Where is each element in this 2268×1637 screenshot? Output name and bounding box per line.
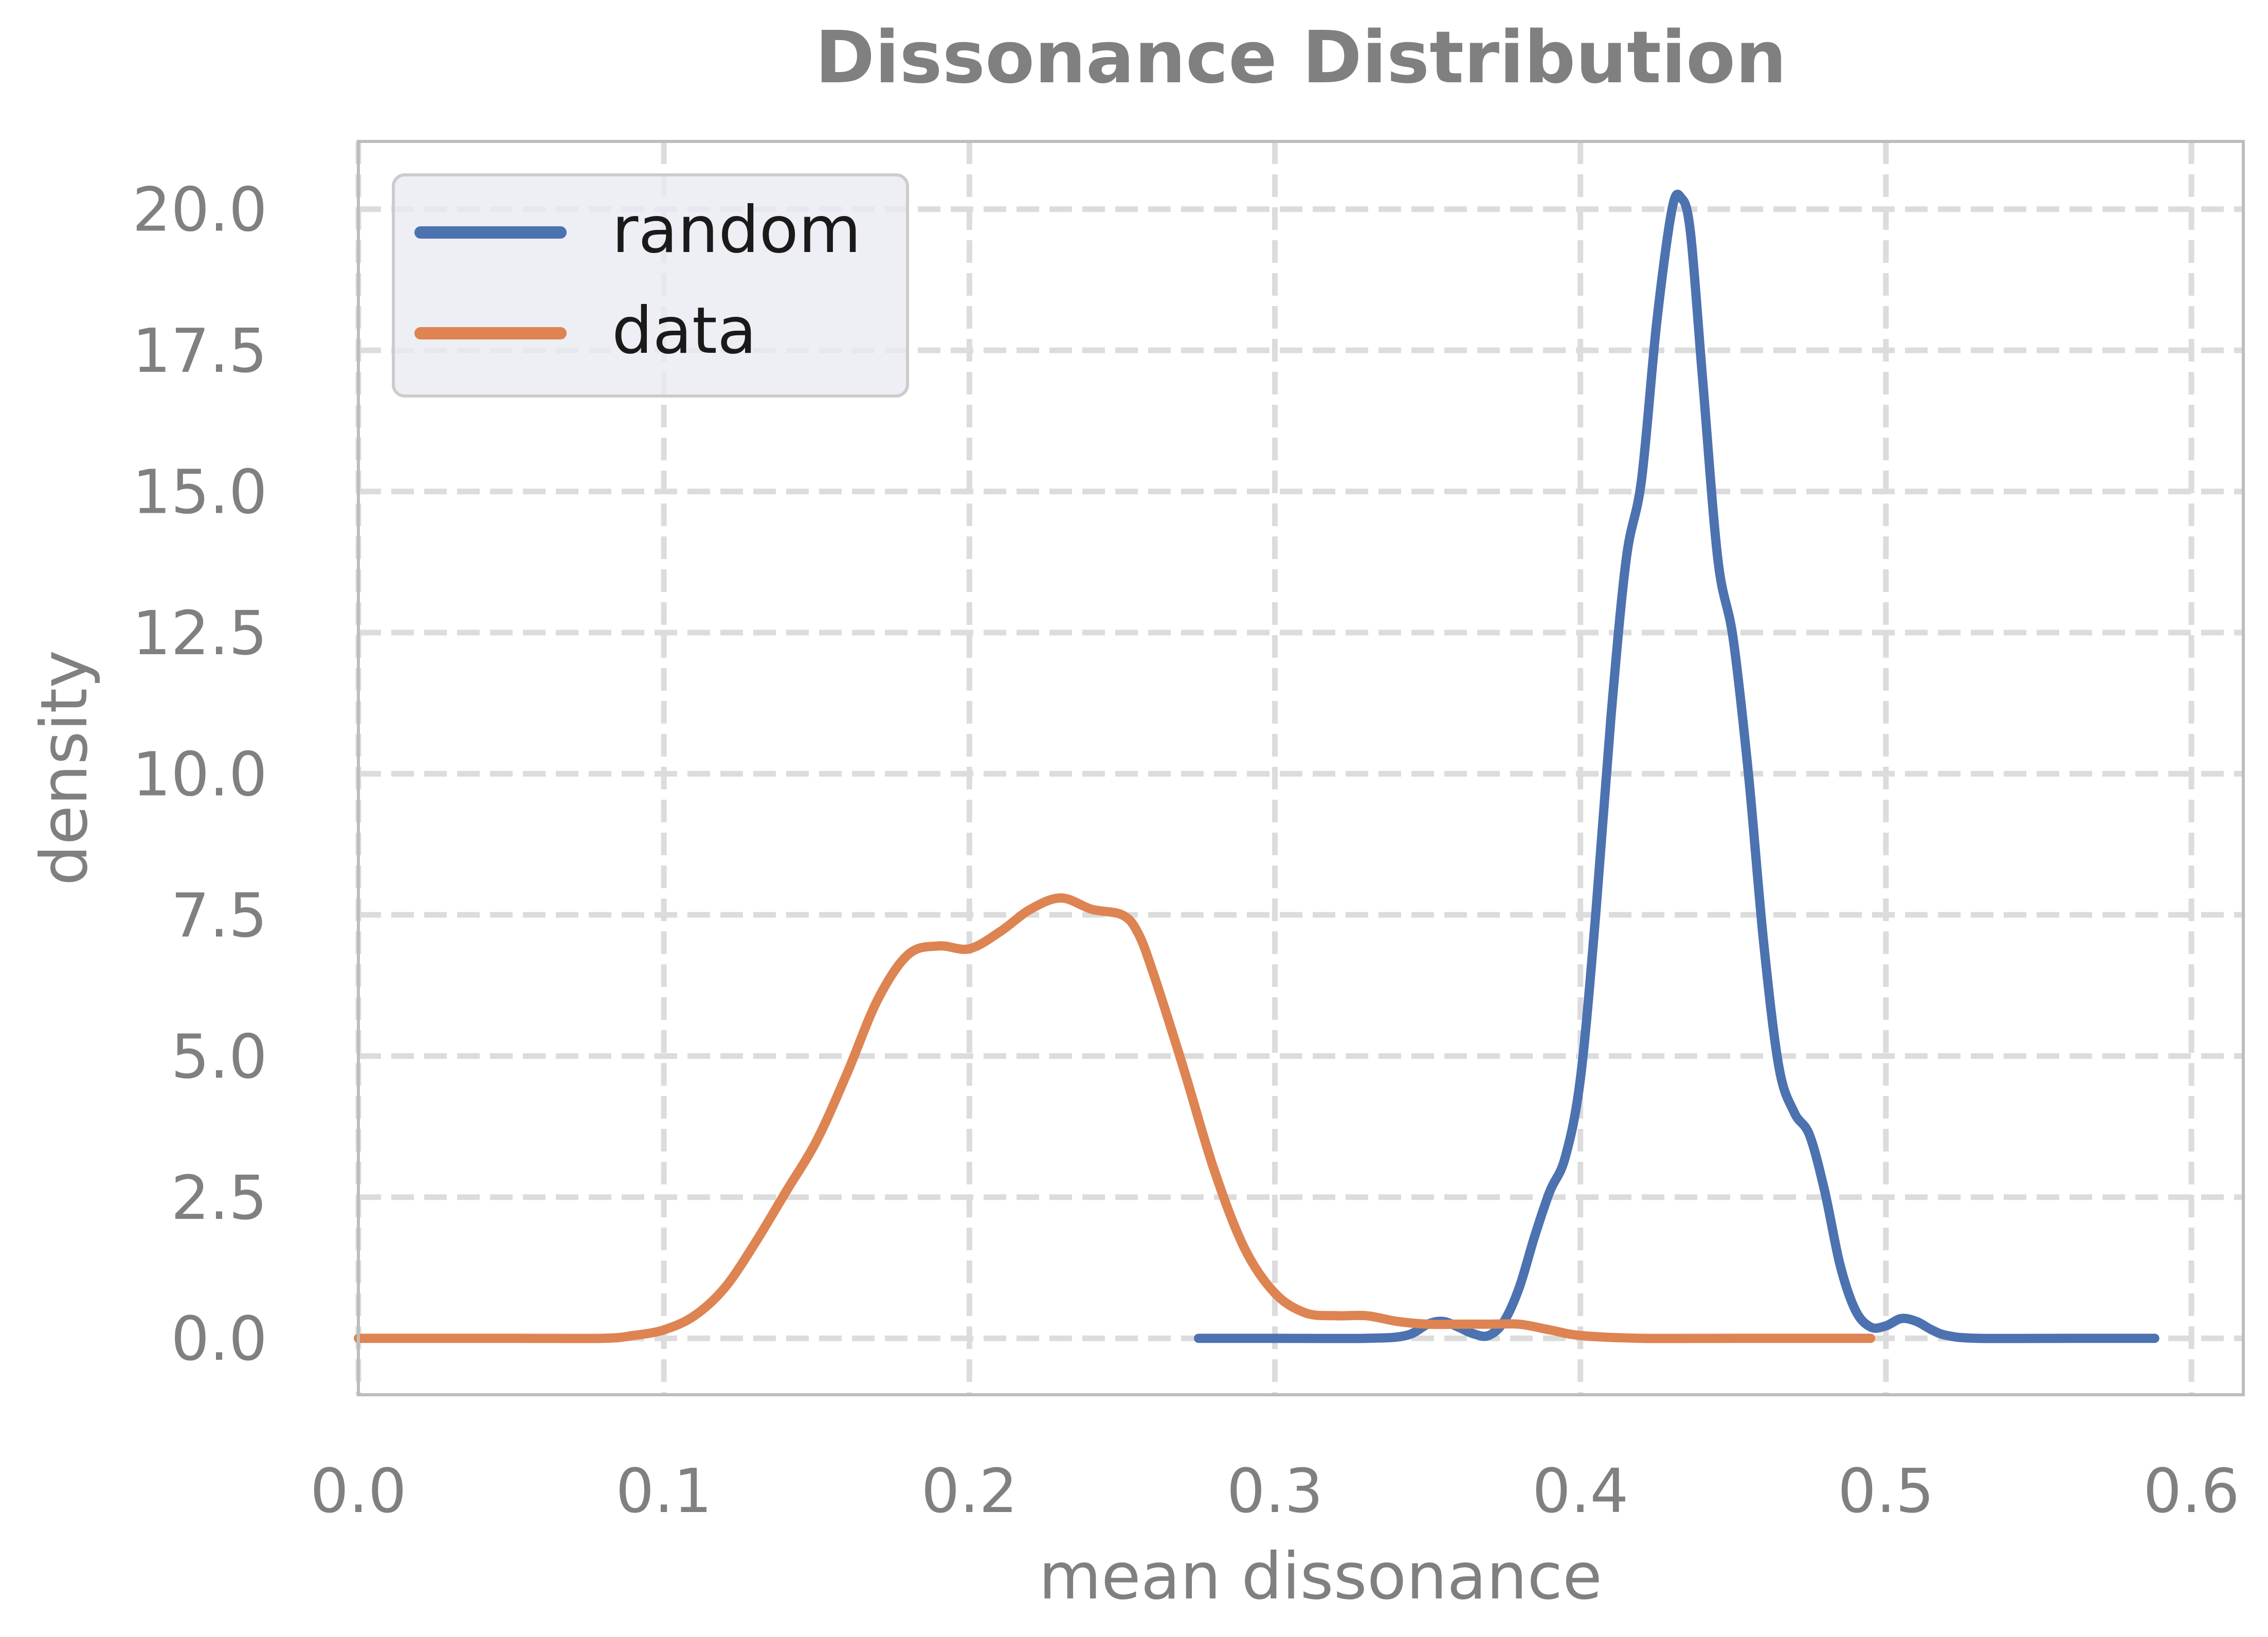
y-tick-label: 0.0 (171, 1303, 267, 1374)
y-tick-label: 20.0 (132, 174, 267, 245)
x-tick-label: 0.1 (615, 1455, 712, 1526)
y-axis-label: density (27, 650, 102, 886)
x-tick-label: 0.5 (1838, 1455, 1934, 1526)
y-tick-label: 10.0 (132, 739, 267, 809)
series-line-data (354, 893, 1876, 1343)
chart-title: Dissonance Distribution (815, 16, 1787, 100)
y-tick-label: 5.0 (171, 1021, 267, 1092)
x-tick-label: 0.6 (2143, 1455, 2240, 1526)
plot-frame (357, 140, 2245, 1396)
legend-label-random: random (612, 193, 861, 267)
x-axis-label: mean dissonance (1039, 1539, 1602, 1614)
y-tick-label: 2.5 (171, 1162, 267, 1233)
y-tick-label: 15.0 (132, 457, 267, 528)
x-tick-label: 0.0 (310, 1455, 407, 1526)
x-tick-label: 0.4 (1532, 1455, 1629, 1526)
x-tick-labels: 0.0 0.1 0.2 0.3 0.4 0.5 0.6 (310, 1455, 2240, 1526)
y-tick-label: 12.5 (132, 598, 267, 669)
y-tick-label: 7.5 (171, 880, 267, 951)
legend-label-data: data (612, 294, 757, 368)
x-tick-label: 0.3 (1227, 1455, 1323, 1526)
legend: random data (392, 173, 909, 398)
x-tick-label: 0.2 (921, 1455, 1018, 1526)
y-tick-labels: 0.0 2.5 5.0 7.5 10.0 12.5 15.0 17.5 20.0 (132, 174, 267, 1374)
y-tick-label: 17.5 (132, 315, 267, 386)
series-lines (354, 189, 2160, 1343)
series-line-random (1194, 189, 2160, 1343)
